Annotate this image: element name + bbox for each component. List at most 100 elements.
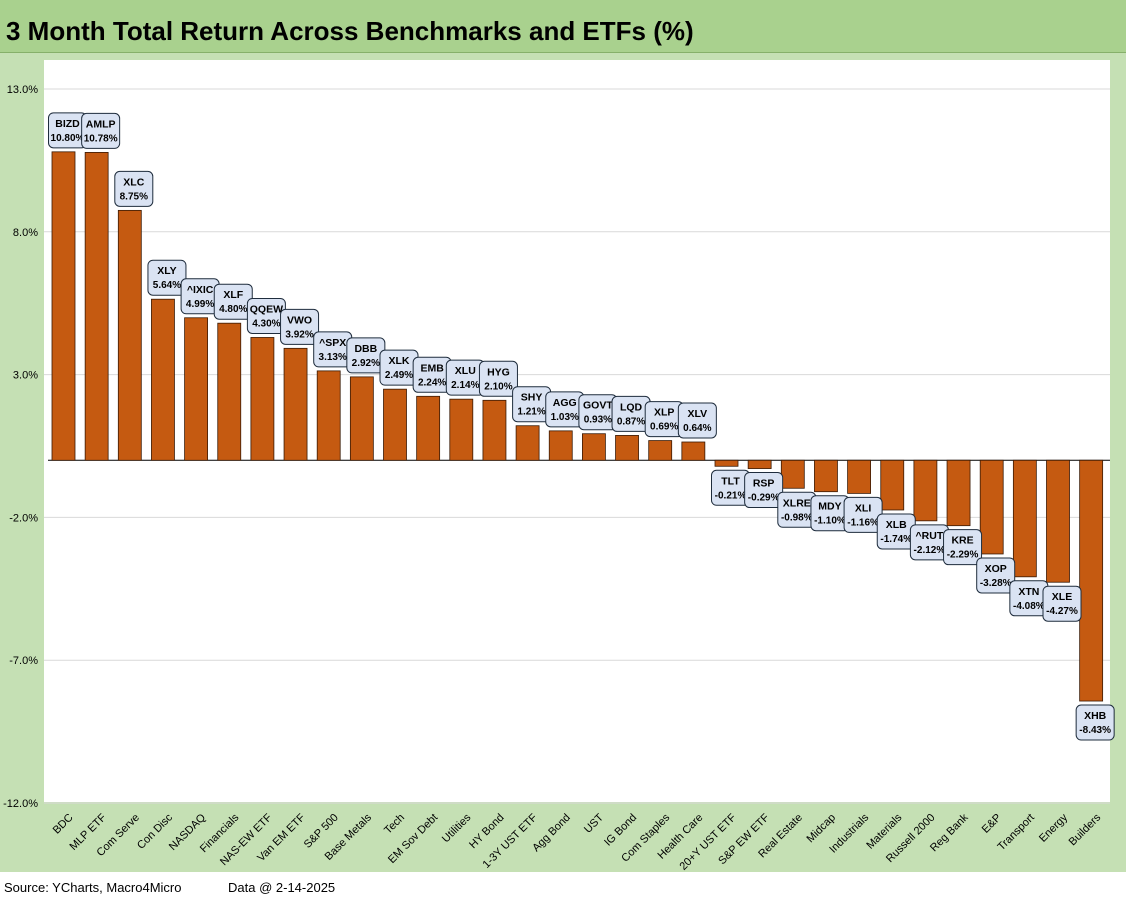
bar [780,459,805,489]
data-label-shy: SHY 1.21% [512,386,552,423]
data-label-box [1075,704,1115,741]
data-label-xlc: XLC 8.75% [114,170,154,207]
data-label-ticker: XLP [654,407,674,419]
data-label-ticker: GOVT [583,400,613,412]
data-label-ticker: QQEW [250,303,283,315]
data-label-ticker: BIZD [55,118,80,130]
x-tick-label: Builders [1067,811,1104,848]
data-label-value: -0.21% [715,490,747,501]
y-tick-label: 3.0% [13,370,38,382]
data-label-emb: EMB 2.24% [412,356,452,393]
data-label-hyg: HYG 2.10% [478,360,518,397]
chart-frame: 3 Month Total Return Across Benchmarks a… [0,0,1126,872]
data-label-ticker: XOP [985,563,1007,575]
data-label-value: -4.27% [1046,606,1078,617]
data-label-box [943,529,983,566]
data-label-ticker: ^RUT [916,530,944,542]
bar [515,425,540,461]
bar [283,347,308,461]
bar [316,370,341,461]
data-label-value: -4.08% [1013,601,1045,612]
data-label-xlv: XLV 0.64% [677,402,717,439]
bar [184,317,209,461]
y-tick-label: -12.0% [3,798,38,810]
data-label-ticker: LQD [620,401,643,413]
data-label-lqd: LQD 0.87% [611,395,651,432]
data-label-ticker: XLI [855,502,871,514]
bar [383,388,407,461]
data-label-rsp: RSP -0.29% [744,472,784,509]
bar [582,433,606,461]
data-label-dbb: DBB 2.92% [346,337,386,374]
data-label-ticker: XHB [1084,710,1107,722]
data-label-ticker: RSP [753,478,775,490]
bar [880,459,905,511]
data-date-note: Data @ 2-14-2025 [228,880,336,895]
data-label-ticker: XLY [157,265,176,277]
bar [648,440,673,461]
data-label-ticker: EMB [420,362,444,374]
data-label-xli: XLI -1.16% [843,496,883,533]
data-label-xlf: XLF 4.80% [213,283,253,320]
data-label-box [147,259,187,296]
data-label-value: 10.78% [84,133,118,144]
data-label-ticker: XLK [389,355,410,367]
y-tick-label: -2.0% [9,512,38,524]
bar [714,459,739,467]
data-label-rut: ^RUT -2.12% [909,524,949,561]
data-label-value: -1.74% [880,534,912,545]
x-tick-label: 20+Y UST ETF [677,811,738,872]
data-label-value: -1.10% [814,516,846,527]
footer: Source: YCharts, Macro4Micro Data @ 2-14… [0,872,1126,906]
data-label-box [114,170,154,207]
data-label-value: -1.16% [847,517,879,528]
data-label-govt: GOVT 0.93% [578,394,618,431]
data-label-value: -8.43% [1079,725,1111,736]
data-label-qqew: QQEW 4.30% [246,297,286,334]
data-label-value: -0.29% [748,493,780,504]
x-tick-label: UST [582,811,606,835]
data-label-ticker: ^SPX [319,337,346,349]
bar [548,430,573,461]
data-label-spx: ^SPX 3.13% [313,331,353,368]
data-label-ticker: XLV [688,408,708,420]
bar [1079,459,1104,702]
data-label-box [1042,585,1082,622]
data-label-xop: XOP -3.28% [976,557,1016,594]
data-label-value: 1.21% [517,407,545,418]
data-label-ticker: XLE [1052,591,1072,603]
x-tick-label: Tech [382,812,407,837]
data-label-value: 0.87% [617,416,645,427]
data-label-xhb: XHB -8.43% [1075,704,1115,741]
data-label-ticker: ^IXIC [187,284,214,296]
data-label-ticker: DBB [354,343,377,355]
data-label-ticker: XLF [223,289,243,301]
data-label-xlk: XLK 2.49% [379,349,419,386]
data-label-ticker: XTN [1018,586,1039,598]
data-label-value: 2.49% [385,370,413,381]
bar [747,459,772,469]
bar [51,151,76,461]
bar [1012,459,1037,578]
data-label-vwo: VWO 3.92% [280,308,320,345]
data-label-value: 1.03% [551,412,579,423]
bar [416,395,441,461]
x-tick-label: E&P [980,812,1004,836]
data-label-value: 0.93% [584,415,612,426]
data-label-value: -2.12% [914,545,946,556]
data-label-value: 3.92% [285,329,313,340]
data-label-value: 5.64% [153,280,181,291]
data-label-ticker: XLB [886,519,907,531]
data-label-xtn: XTN -4.08% [1009,580,1049,617]
bar [482,399,507,461]
data-label-box [81,112,121,149]
x-tick-label: Transport [995,812,1036,853]
data-label-tlt: TLT -0.21% [711,469,750,506]
data-label-value: 10.80% [51,133,85,144]
data-label-value: 2.14% [451,380,479,391]
data-label-value: 4.80% [219,304,247,315]
data-label-value: 8.75% [120,191,148,202]
data-label-value: 2.10% [484,381,512,392]
data-label-kre: KRE -2.29% [943,529,983,566]
data-label-amlp: AMLP 10.78% [81,112,121,149]
